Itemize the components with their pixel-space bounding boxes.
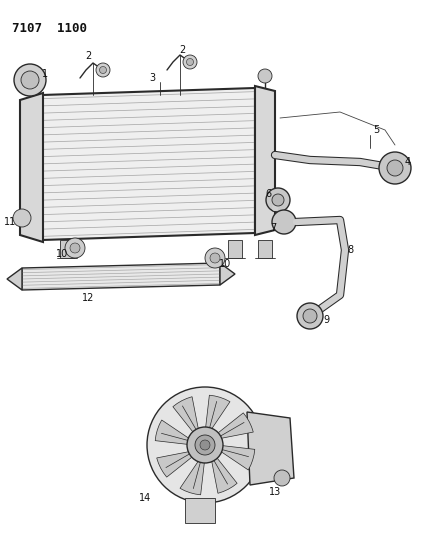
Circle shape [274,470,290,486]
Polygon shape [7,268,22,290]
Circle shape [187,59,193,66]
Circle shape [387,160,403,176]
Text: 14: 14 [139,493,151,503]
Bar [258,240,272,258]
Text: 8: 8 [347,245,353,255]
Polygon shape [211,454,237,494]
Text: 12: 12 [82,293,94,303]
Text: 10: 10 [56,249,68,259]
Text: 1: 1 [42,69,48,79]
Circle shape [272,210,296,234]
Polygon shape [180,456,205,495]
Polygon shape [217,445,255,470]
Bar [60,240,74,258]
Circle shape [205,248,225,268]
Text: 4: 4 [405,157,411,167]
Circle shape [258,69,272,83]
Text: 7107  1100: 7107 1100 [12,22,87,35]
Circle shape [303,309,317,323]
Polygon shape [205,395,230,433]
Polygon shape [20,93,43,242]
Circle shape [187,427,223,463]
Circle shape [266,188,290,212]
Polygon shape [22,263,220,290]
Circle shape [70,243,80,253]
Text: 13: 13 [269,487,281,497]
Circle shape [195,435,215,455]
Circle shape [183,55,197,69]
Text: 5: 5 [373,125,379,135]
Text: 6: 6 [265,189,271,199]
Circle shape [21,71,39,89]
Polygon shape [185,498,215,523]
Circle shape [200,440,210,450]
Circle shape [100,67,106,74]
Polygon shape [247,412,294,485]
Text: 10: 10 [219,259,231,269]
Circle shape [14,64,46,96]
Polygon shape [255,86,275,235]
Polygon shape [155,420,193,445]
Text: 11: 11 [4,217,16,227]
Circle shape [272,194,284,206]
Polygon shape [220,263,235,285]
Circle shape [147,387,263,503]
Text: 2: 2 [179,45,185,55]
Polygon shape [157,450,196,477]
Polygon shape [173,397,199,437]
Text: 2: 2 [85,51,91,61]
Text: 3: 3 [149,73,155,83]
Bar [228,240,242,258]
Circle shape [379,152,411,184]
Circle shape [297,303,323,329]
Polygon shape [42,88,255,240]
Circle shape [210,253,220,263]
Circle shape [96,63,110,77]
Text: 7: 7 [270,223,276,233]
Circle shape [65,238,85,258]
Polygon shape [214,413,253,439]
Text: 9: 9 [323,315,329,325]
Circle shape [13,209,31,227]
